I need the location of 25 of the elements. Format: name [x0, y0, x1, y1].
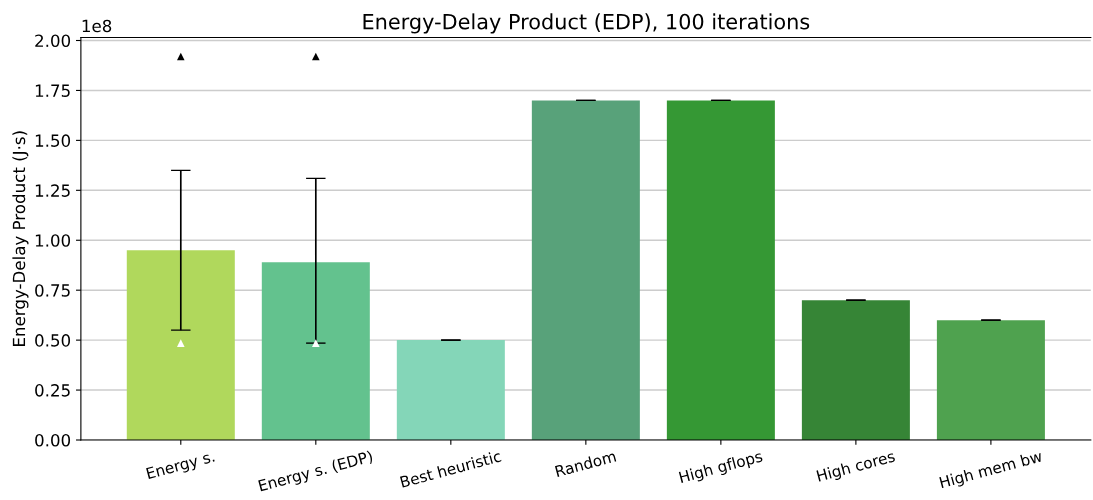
y-tick-label: 1.75 — [35, 84, 70, 97]
y-tick-label: 0.25 — [35, 384, 70, 397]
y-tick-label: 2.00 — [35, 34, 71, 48]
bar — [936, 320, 1045, 440]
x-tick-label: Energy s. (EDP) — [258, 450, 374, 495]
bar — [666, 100, 775, 440]
y-tick-label: 1.50 — [35, 134, 71, 147]
bar — [261, 262, 370, 440]
y-tick-label: 1.25 — [35, 184, 70, 197]
text: 1e8 — [82, 19, 112, 33]
x-tick-label: High mem bw — [939, 449, 1044, 492]
y-tick-label: 0.75 — [35, 284, 70, 297]
bar — [126, 250, 235, 440]
y-tick-label: 1.00 — [35, 234, 71, 247]
bar — [396, 340, 505, 440]
x-tick-label: Energy s. — [146, 450, 216, 483]
x-tick-label: High gflops — [678, 449, 764, 486]
x-tick-label: High cores — [816, 449, 897, 485]
x-tick-label: Random — [554, 450, 617, 478]
y-axis-title: Energy-Delay Product (J·s) — [12, 131, 29, 346]
y-tick-label: 0.00 — [35, 433, 71, 447]
chart-title: Energy-Delay Product (EDP), 100 iterations — [363, 13, 810, 34]
bar — [801, 300, 910, 440]
y-tick-label: 0.50 — [35, 334, 71, 347]
bar — [531, 100, 640, 440]
